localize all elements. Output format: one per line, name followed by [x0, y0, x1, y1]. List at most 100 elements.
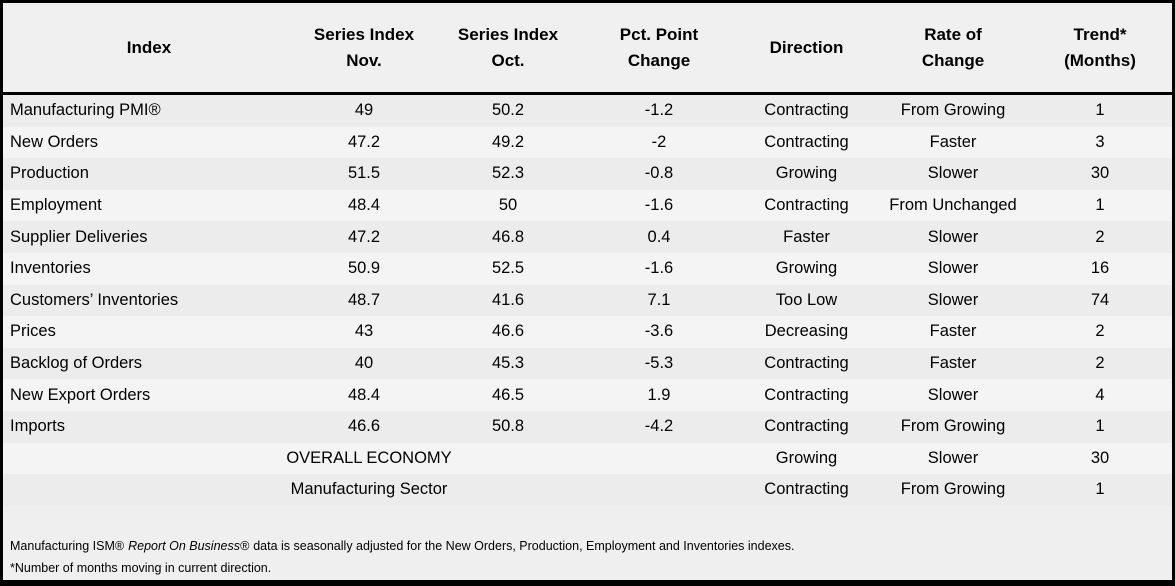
rate-of-change: From Growing: [900, 101, 1006, 120]
index-name: Production: [10, 164, 89, 183]
pct-point-change: 0.4: [647, 227, 671, 246]
series-index-oct: 45.3: [491, 354, 525, 373]
rate-of-change: Faster: [929, 354, 977, 373]
series-index-oct: 52.5: [491, 259, 525, 278]
series-index-nov: 47.2: [347, 227, 381, 246]
table-row-prices: Prices 43 46.6 -3.6 Decreasing Faster 2: [3, 316, 1172, 348]
pct-point-change: -4.2: [644, 417, 674, 436]
index-name: Prices: [10, 322, 56, 341]
series-index-nov: 40: [354, 354, 374, 373]
summary-row-label: OVERALL ECONOMY: [286, 448, 452, 467]
direction: Contracting: [764, 417, 849, 436]
column-header-label: Change: [921, 50, 985, 70]
series-index-oct: 46.8: [491, 227, 525, 246]
series-index-nov: 48.4: [347, 385, 381, 404]
series-index-nov: 48.7: [347, 290, 381, 309]
table-footnotes: Manufacturing ISM® Report On Business® dat…: [3, 506, 1172, 580]
index-name: New Export Orders: [10, 385, 151, 404]
trend-months: 1: [1095, 196, 1105, 215]
rate-of-change: Slower: [927, 448, 979, 467]
trend-months: 3: [1095, 132, 1105, 151]
series-index-nov: 51.5: [347, 164, 381, 183]
footnote-text: data is seasonally adjusted for the New …: [253, 538, 795, 553]
column-header-trend-months: Trend* (Months): [1028, 3, 1172, 92]
table-row-overall-economy: OVERALL ECONOMY Growing Slower 30: [3, 442, 1172, 475]
pct-point-change: -2: [651, 132, 667, 151]
direction: Growing: [775, 164, 838, 183]
trend-months: 2: [1095, 227, 1105, 246]
table-row-new-export-orders: New Export Orders 48.4 46.5 1.9 Contract…: [3, 379, 1172, 411]
trend-months: 4: [1095, 385, 1105, 404]
table-row-manufacturing-pmi: Manufacturing PMI® 49 50.2 -1.2 Contract…: [3, 95, 1172, 127]
pct-point-change: 1.9: [647, 385, 671, 404]
table-row-customers-inventories: Customers’ Inventories 48.7 41.6 7.1 Too…: [3, 284, 1172, 317]
table-row-inventories: Inventories 50.9 52.5 -1.6 Growing Slowe…: [3, 252, 1172, 285]
rate-of-change: From Growing: [900, 417, 1006, 436]
index-name: New Orders: [10, 132, 99, 151]
column-header-label: Oct.: [491, 50, 525, 70]
trend-months: 30: [1090, 448, 1110, 467]
table-body: Manufacturing PMI® 49 50.2 -1.2 Contract…: [3, 95, 1172, 506]
index-name: Supplier Deliveries: [10, 227, 148, 246]
table-row-imports: Imports 46.6 50.8 -4.2 Contracting From …: [3, 410, 1172, 443]
direction: Contracting: [764, 480, 849, 499]
column-header-label: (Months): [1064, 50, 1136, 70]
rate-of-change: From Unchanged: [889, 196, 1017, 215]
series-index-oct: 41.6: [491, 290, 525, 309]
footnote-text: Manufacturing ISM®: [10, 538, 125, 553]
column-header-label: Direction: [769, 37, 844, 57]
series-index-nov: 43: [354, 322, 374, 341]
direction: Contracting: [764, 354, 849, 373]
table-row-manufacturing-sector: Manufacturing Sector Contracting From Gr…: [3, 474, 1172, 506]
series-index-nov: 47.2: [347, 132, 381, 151]
trend-months: 16: [1090, 259, 1110, 278]
series-index-oct: 52.3: [491, 164, 525, 183]
rate-of-change: Faster: [929, 132, 977, 151]
index-name: Backlog of Orders: [10, 354, 143, 373]
footnote-report-on-business: Report On Business®: [128, 538, 250, 553]
direction: Too Low: [775, 290, 838, 309]
column-header-label: Series Index: [457, 25, 559, 44]
pct-point-change: -1.2: [644, 101, 674, 120]
pct-point-change: -1.6: [644, 259, 674, 278]
pct-point-change: -1.6: [644, 196, 674, 215]
column-header-label: Index: [126, 37, 172, 57]
rate-of-change: Slower: [927, 385, 979, 404]
column-header-rate-of-change: Rate of Change: [878, 3, 1028, 92]
trend-months: 74: [1090, 290, 1110, 309]
series-index-nov: 49: [354, 101, 374, 120]
rate-of-change: From Growing: [900, 480, 1006, 499]
trend-months: 30: [1090, 164, 1110, 183]
series-index-nov: 46.6: [347, 417, 381, 436]
column-header-direction: Direction: [735, 3, 878, 92]
rate-of-change: Slower: [927, 259, 979, 278]
pct-point-change: 7.1: [647, 290, 671, 309]
column-header-label: Rate of: [924, 25, 982, 44]
footnote-seasonal-adjustment: Manufacturing ISM® Report On Business® dat…: [10, 536, 1162, 558]
series-index-oct: 50.2: [491, 101, 525, 120]
index-name: Employment: [10, 196, 102, 215]
trend-months: 1: [1095, 480, 1105, 499]
trend-months: 2: [1095, 322, 1105, 341]
column-header-label: Change: [627, 50, 691, 70]
column-header-label: Trend*: [1073, 25, 1127, 44]
table-row-new-orders: New Orders 47.2 49.2 -2 Contracting Fast…: [3, 126, 1172, 159]
rate-of-change: Slower: [927, 164, 979, 183]
series-index-oct: 50: [498, 196, 518, 215]
column-header-series-index-oct: Series Index Oct.: [433, 3, 583, 92]
column-header-pct-point-change: Pct. Point Change: [583, 3, 735, 92]
series-index-oct: 49.2: [491, 132, 525, 151]
direction: Growing: [775, 259, 838, 278]
summary-row-label: Manufacturing Sector: [290, 480, 448, 499]
index-name: Inventories: [10, 259, 91, 278]
series-index-oct: 46.6: [491, 322, 525, 341]
trend-months: 1: [1095, 417, 1105, 436]
direction: Contracting: [764, 101, 849, 120]
series-index-nov: 48.4: [347, 196, 381, 215]
index-name: Manufacturing PMI®: [10, 101, 161, 120]
column-header-label: Nov.: [346, 50, 382, 70]
column-header-label: Pct. Point: [619, 25, 699, 44]
series-index-oct: 46.5: [491, 385, 525, 404]
table-row-supplier-deliveries: Supplier Deliveries 47.2 46.8 0.4 Faster…: [3, 221, 1172, 253]
